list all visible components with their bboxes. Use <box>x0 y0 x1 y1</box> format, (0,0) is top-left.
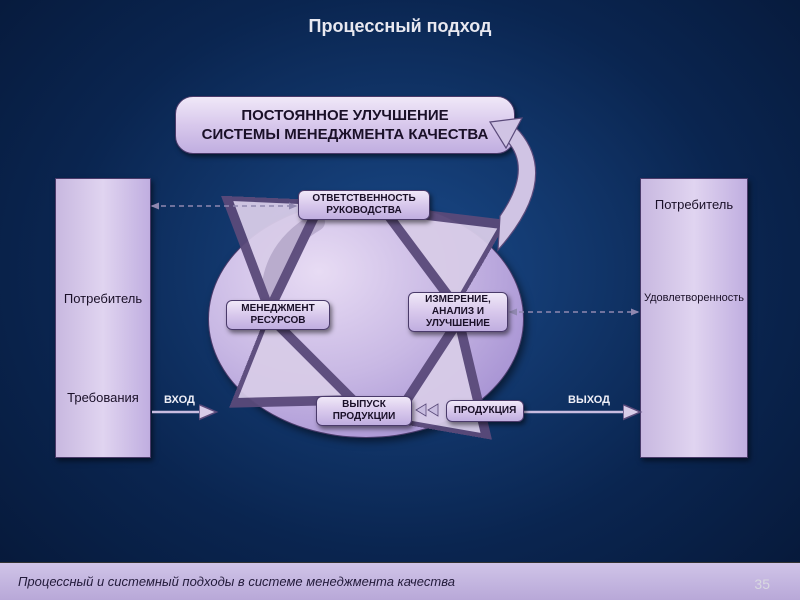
ellipse-box-top: ОТВЕТСТВЕННОСТЬ РУКОВОДСТВА <box>298 190 430 220</box>
product-box: ПРОДУКЦИЯ <box>446 400 524 422</box>
top-box-line1: ПОСТОЯННОЕ УЛУЧШЕНИЕ <box>241 106 448 126</box>
right-consumer-column: Потребитель Удовлетворенность <box>640 178 748 458</box>
output-label: ВЫХОД <box>568 394 610 406</box>
top-box-line2: СИСТЕМЫ МЕНЕДЖМЕНТА КАЧЕСТВА <box>202 125 489 145</box>
left-col-bottom: Требования <box>67 390 139 405</box>
left-consumer-column: Потребитель Требования <box>55 178 151 458</box>
right-col-bottom: Удовлетворенность <box>644 292 744 304</box>
left-col-top: Потребитель <box>64 291 142 306</box>
page-title: Процессный подход <box>0 16 800 37</box>
ellipse-box-right: ИЗМЕРЕНИЕ, АНАЛИЗ И УЛУЧШЕНИЕ <box>408 292 508 332</box>
input-label: ВХОД <box>164 394 195 406</box>
page-number: 35 <box>754 576 770 592</box>
ellipse-box-bottom: ВЫПУСК ПРОДУКЦИИ <box>316 396 412 426</box>
right-col-top: Потребитель <box>655 197 733 212</box>
ellipse-box-left: МЕНЕДЖМЕНТ РЕСУРСОВ <box>226 300 330 330</box>
footer-bar: Процессный и системный подходы в системе… <box>0 562 800 600</box>
top-improvement-box: ПОСТОЯННОЕ УЛУЧШЕНИЕ СИСТЕМЫ МЕНЕДЖМЕНТА… <box>175 96 515 154</box>
footer-text: Процессный и системный подходы в системе… <box>18 574 455 589</box>
